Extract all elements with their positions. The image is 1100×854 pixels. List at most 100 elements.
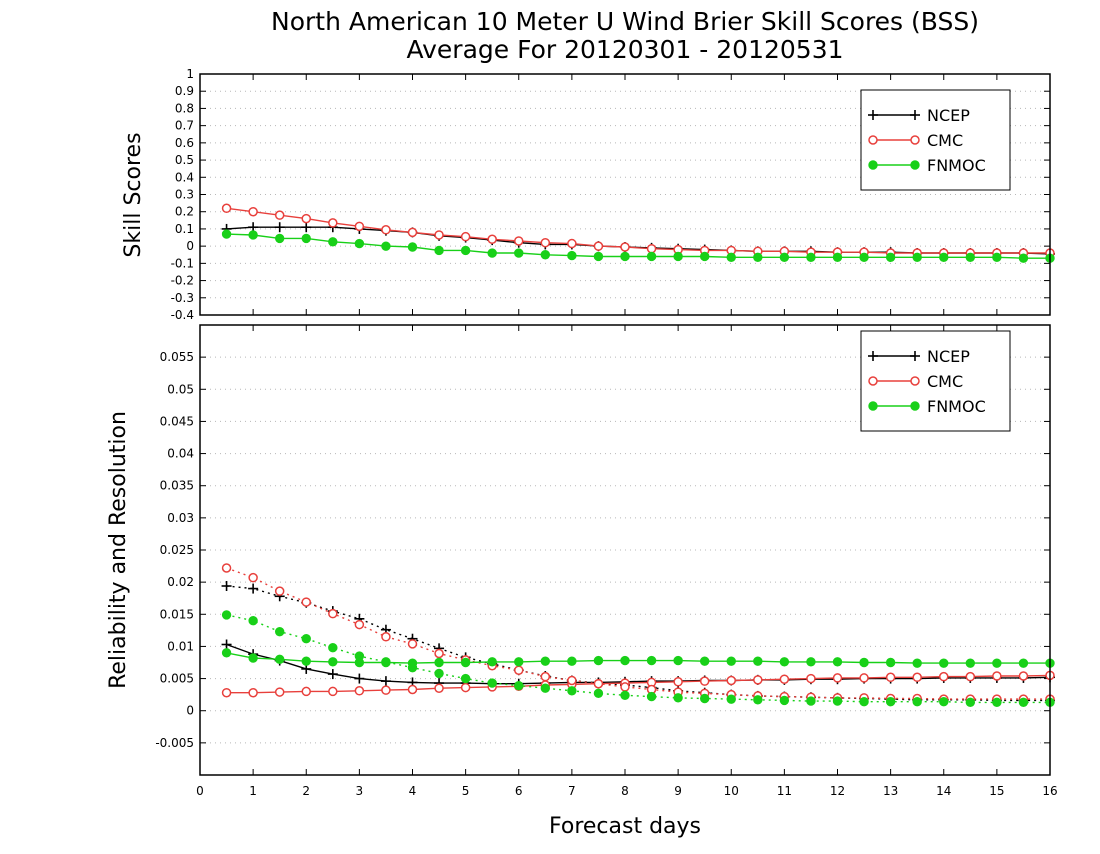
bottom-panel-series-fnmoc-dotted-point (381, 657, 391, 667)
bottom-panel-series-fnmoc-dotted-point (1018, 697, 1029, 708)
bottom-panel-y-tick-label: 0.055 (160, 350, 194, 364)
bottom-panel-x-tick-label: 4 (409, 784, 417, 798)
bottom-panel-x-tick-label: 13 (883, 784, 898, 798)
top-panel-series-fnmoc-point (753, 252, 763, 263)
bottom-panel-series-fnmoc-dotted-point (673, 693, 683, 703)
top-panel-legend-marker-ncep (910, 110, 920, 120)
top-panel-series-cmc-point (460, 231, 471, 242)
top-panel-plot: -0.4 -0.3 -0.2 -0.1 0 0.1 0.2 0.3 0.4 0.5 0.6 0.7 0.… (171, 67, 1055, 322)
bottom-panel-series-ncep-solid-point (327, 669, 338, 680)
bottom-panel-series-cmc-dotted-point (540, 671, 551, 682)
x-axis-label: Forecast days (549, 814, 701, 839)
top-panel-series-fnmoc-point (407, 242, 418, 252)
chart-subtitle: Average For 20120301 - 20120531 (406, 35, 843, 64)
bottom-panel-series-fnmoc-solid-point (1018, 658, 1029, 668)
bottom-panel-series-fnmoc-dotted-point (460, 673, 471, 684)
top-panel-series-fnmoc-point (726, 252, 736, 263)
top-panel-series-fnmoc-point (992, 252, 1002, 263)
bottom-panel-series-fnmoc-solid-point (806, 657, 816, 667)
bottom-panel-legend-marker-ncep (868, 351, 878, 361)
top-panel-series-fnmoc-point (939, 252, 949, 263)
bottom-panel-legend-marker-fnmoc (868, 401, 878, 411)
bottom-panel-x-tick-label: 10 (724, 784, 739, 798)
bottom-panel-y-tick-label: 0.01 (167, 639, 194, 653)
top-panel-series-cmc-point (381, 225, 391, 235)
top-panel-legend: NCEP CMC FNMOC (860, 89, 1011, 191)
bottom-panel-series-fnmoc-solid-line (226, 652, 1050, 664)
top-panel-series-cmc-point (567, 238, 577, 249)
bottom-panel-series-fnmoc-solid-point (593, 655, 604, 666)
top-panel-y-tick-label: 0 (186, 239, 194, 253)
bottom-panel-series-fnmoc-dotted-point (407, 662, 418, 673)
bottom-panel-series-fnmoc-dotted-point (806, 696, 816, 706)
bottom-panel-x-tick-label: 6 (515, 784, 523, 798)
bottom-panel-series-cmc-solid-point (407, 684, 418, 695)
bottom-panel-series-fnmoc-dotted-point (221, 610, 232, 620)
bottom-panel-series-fnmoc-dotted-point (620, 690, 630, 700)
top-panel-legend-label-fnmoc: FNMOC (927, 156, 986, 175)
bottom-panel-series-cmc-solid-point (301, 686, 311, 697)
bottom-panel-series-fnmoc-solid-point (753, 656, 763, 666)
bottom-panel-series-fnmoc-solid-point (514, 657, 524, 667)
bottom-panel-x-tick-label: 9 (674, 784, 682, 798)
bottom-panel-series-cmc-solid-point (939, 671, 949, 682)
bottom-panel-x-tick-label: 0 (196, 784, 204, 798)
bottom-panel-y-tick-label: 0.005 (160, 672, 194, 686)
bottom-panel-series-fnmoc-solid-point (434, 657, 444, 668)
bottom-panel-series-fnmoc-dotted-point (646, 691, 657, 702)
bottom-panel-frame (199, 324, 1051, 776)
top-panel-series-fnmoc-point (673, 251, 683, 262)
top-panel-series-cmc-point (407, 227, 418, 238)
top-panel-series-cmc-point (328, 218, 338, 228)
top-panel-series-cmc-point (301, 213, 311, 224)
top-panel-series-fnmoc-point (301, 233, 311, 244)
top-panel-legend-label-ncep: NCEP (927, 106, 970, 125)
bottom-panel-series-fnmoc-dotted-point (593, 688, 604, 699)
top-panel-series-fnmoc-point (646, 251, 657, 262)
top-panel-series-fnmoc-point (620, 251, 630, 262)
bottom-panel-series-fnmoc-dotted-point (859, 697, 869, 707)
bottom-panel-series-fnmoc-solid-point (328, 657, 338, 667)
bottom-panel-series-cmc-solid-point (859, 673, 869, 683)
top-panel-series-fnmoc-point (806, 252, 816, 263)
bottom-panel-y-tick-label: -0.005 (155, 736, 194, 750)
top-panel-y-tick-label: 0.1 (175, 222, 194, 236)
bottom-panel-legend-marker-cmc (910, 376, 920, 386)
bottom-panel-series-cmc-solid-point (885, 672, 896, 683)
bottom-panel-series-fnmoc-solid-point (726, 656, 736, 666)
top-panel-series-ncep-point (301, 222, 312, 233)
top-panel-series-fnmoc-point (1018, 253, 1029, 263)
bottom-panel-x-tick-label: 8 (621, 784, 629, 798)
bottom-panel-series-fnmoc-dotted-point (248, 616, 258, 626)
bottom-panel-series-cmc-solid-point (221, 687, 232, 698)
bottom-panel-series-fnmoc-solid-point (301, 656, 311, 666)
bottom-y-axis-label: Reliability and Resolution (106, 411, 131, 689)
top-panel-series-fnmoc-point (514, 248, 524, 258)
top-panel-series-cmc-point (620, 242, 630, 252)
bottom-panel-series-cmc-solid-point (806, 673, 816, 684)
top-panel-series-fnmoc-point (460, 245, 471, 256)
bottom-panel-legend: NCEP CMC FNMOC (860, 330, 1011, 432)
bottom-panel-series-cmc-solid-point (460, 682, 471, 693)
bottom-panel-y-tick-label: 0 (186, 704, 194, 718)
top-panel-series-ncep-point (274, 222, 285, 233)
bottom-panel-y-tick-label: 0.02 (167, 575, 194, 589)
bottom-panel-series-fnmoc-dotted-line (226, 614, 1050, 704)
bottom-panel-series-fnmoc-dotted-point (779, 695, 790, 706)
bottom-panel-series-fnmoc-dotted-point (885, 697, 896, 707)
bottom-panel-series-fnmoc-dotted-point (939, 697, 949, 707)
bottom-panel-series-cmc-dotted-point (301, 597, 311, 607)
bottom-panel-series-fnmoc-solid-point (885, 657, 896, 668)
bottom-panel-series-fnmoc-dotted-point (354, 651, 365, 661)
bottom-panel-series-cmc-dotted-point (620, 682, 630, 692)
bottom-panel-series-cmc-dotted-point (354, 619, 365, 630)
bottom-panel-x-tick-label: 15 (989, 784, 1004, 798)
top-panel-y-tick-label: 0.6 (175, 136, 194, 150)
bottom-panel-series-cmc-dotted-point (328, 608, 338, 619)
top-panel-y-tick-label: -0.1 (171, 256, 194, 270)
bottom-panel-series-cmc-dotted-point (567, 675, 577, 686)
bottom-panel-plot: -0.005 0 0.005 0.01 0.015 0.02 0.025 0.03 0.035 0… (155, 324, 1058, 798)
top-panel-series-fnmoc-point (912, 252, 922, 263)
